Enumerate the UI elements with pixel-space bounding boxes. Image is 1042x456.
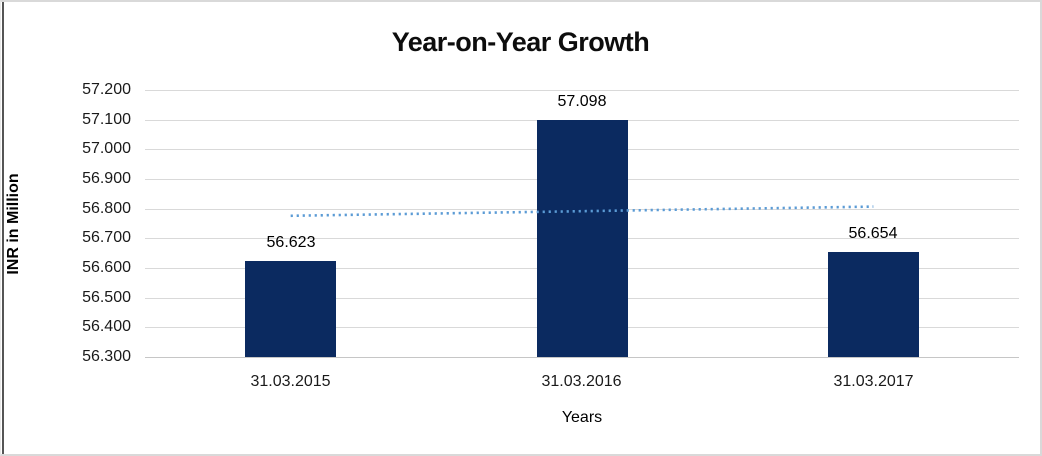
x-axis-line [145, 357, 1019, 358]
y-gridline [145, 90, 1019, 91]
bar-31.03.2015 [245, 261, 336, 357]
bar-data-label: 56.623 [266, 234, 316, 251]
x-tick-label: 31.03.2015 [250, 373, 331, 390]
bar-data-label: 56.654 [848, 225, 898, 242]
y-tick-label: 56.700 [82, 229, 131, 246]
bar-data-label: 57.098 [557, 93, 607, 110]
bar-31.03.2017 [828, 252, 919, 357]
y-tick-label: 57.000 [82, 140, 131, 157]
x-tick-label: 31.03.2017 [833, 373, 914, 390]
y-tick-label: 57.100 [82, 111, 131, 128]
y-tick-label: 56.600 [82, 259, 131, 276]
y-tick-label: 56.800 [82, 200, 131, 217]
y-tick-label: 56.500 [82, 289, 131, 306]
x-axis-title: Years [561, 409, 603, 426]
y-tick-label: 56.900 [82, 170, 131, 187]
y-tick-label: 57.200 [82, 81, 131, 98]
x-tick-label: 31.03.2016 [541, 373, 622, 390]
y-axis-title: INR in Million [5, 173, 22, 275]
left-border-line [2, 2, 4, 454]
chart-title: Year-on-Year Growth [391, 27, 650, 57]
bar-31.03.2016 [537, 120, 628, 357]
y-tick-label: 56.300 [82, 348, 131, 365]
y-tick-label: 56.400 [82, 318, 131, 335]
